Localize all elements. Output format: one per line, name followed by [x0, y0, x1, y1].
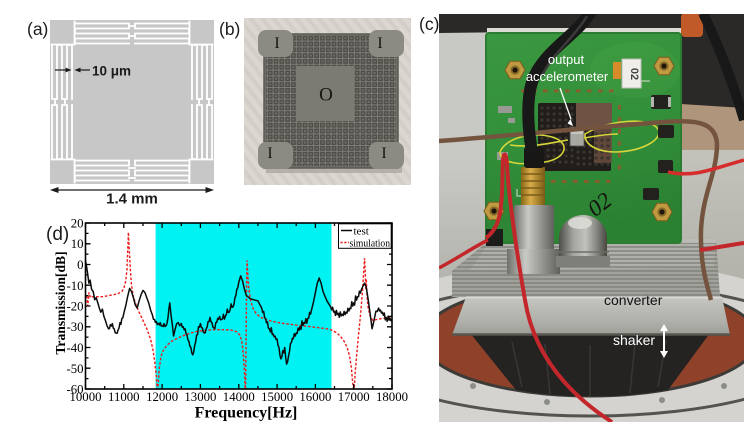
svg-text:0: 0	[77, 258, 83, 272]
svg-text:test: test	[354, 226, 369, 238]
svg-text:shaker: shaker	[613, 332, 655, 348]
svg-text:02: 02	[628, 68, 640, 80]
svg-text:O: O	[319, 85, 333, 106]
svg-text:20: 20	[71, 217, 84, 231]
svg-text:-10: -10	[66, 279, 83, 293]
svg-text:11000: 11000	[108, 390, 140, 404]
svg-text:12000: 12000	[146, 390, 178, 404]
svg-text:-30: -30	[66, 320, 83, 334]
svg-text:I: I	[267, 145, 272, 162]
svg-text:-20: -20	[66, 300, 83, 314]
svg-text:(d): (d)	[46, 224, 69, 245]
svg-text:converter: converter	[604, 292, 663, 308]
svg-text:10000: 10000	[70, 390, 102, 404]
svg-text:10: 10	[71, 237, 84, 251]
svg-text:-60: -60	[66, 383, 83, 397]
svg-text:accelerometer: accelerometer	[526, 69, 609, 84]
svg-text:output: output	[548, 52, 585, 67]
svg-text:I: I	[381, 145, 386, 162]
svg-text:16000: 16000	[299, 390, 331, 404]
svg-text:1.4 mm: 1.4 mm	[106, 191, 158, 208]
svg-text:18000: 18000	[376, 390, 408, 404]
svg-text:10 μm: 10 μm	[92, 64, 131, 79]
svg-text:simulation: simulation	[350, 238, 391, 250]
svg-text:17000: 17000	[338, 390, 370, 404]
svg-text:Frequency[Hz]: Frequency[Hz]	[195, 405, 298, 422]
svg-text:-50: -50	[66, 362, 83, 376]
svg-text:-40: -40	[66, 341, 83, 355]
svg-text:Transmission[dB]: Transmission[dB]	[53, 251, 68, 354]
svg-text:(a): (a)	[27, 19, 48, 39]
svg-text:I: I	[274, 35, 279, 52]
svg-text:14000: 14000	[223, 390, 255, 404]
svg-text:(c): (c)	[419, 14, 439, 34]
svg-text:(b): (b)	[219, 19, 240, 39]
svg-text:I: I	[377, 35, 382, 52]
svg-text:13000: 13000	[184, 390, 216, 404]
svg-text:15000: 15000	[261, 390, 293, 404]
